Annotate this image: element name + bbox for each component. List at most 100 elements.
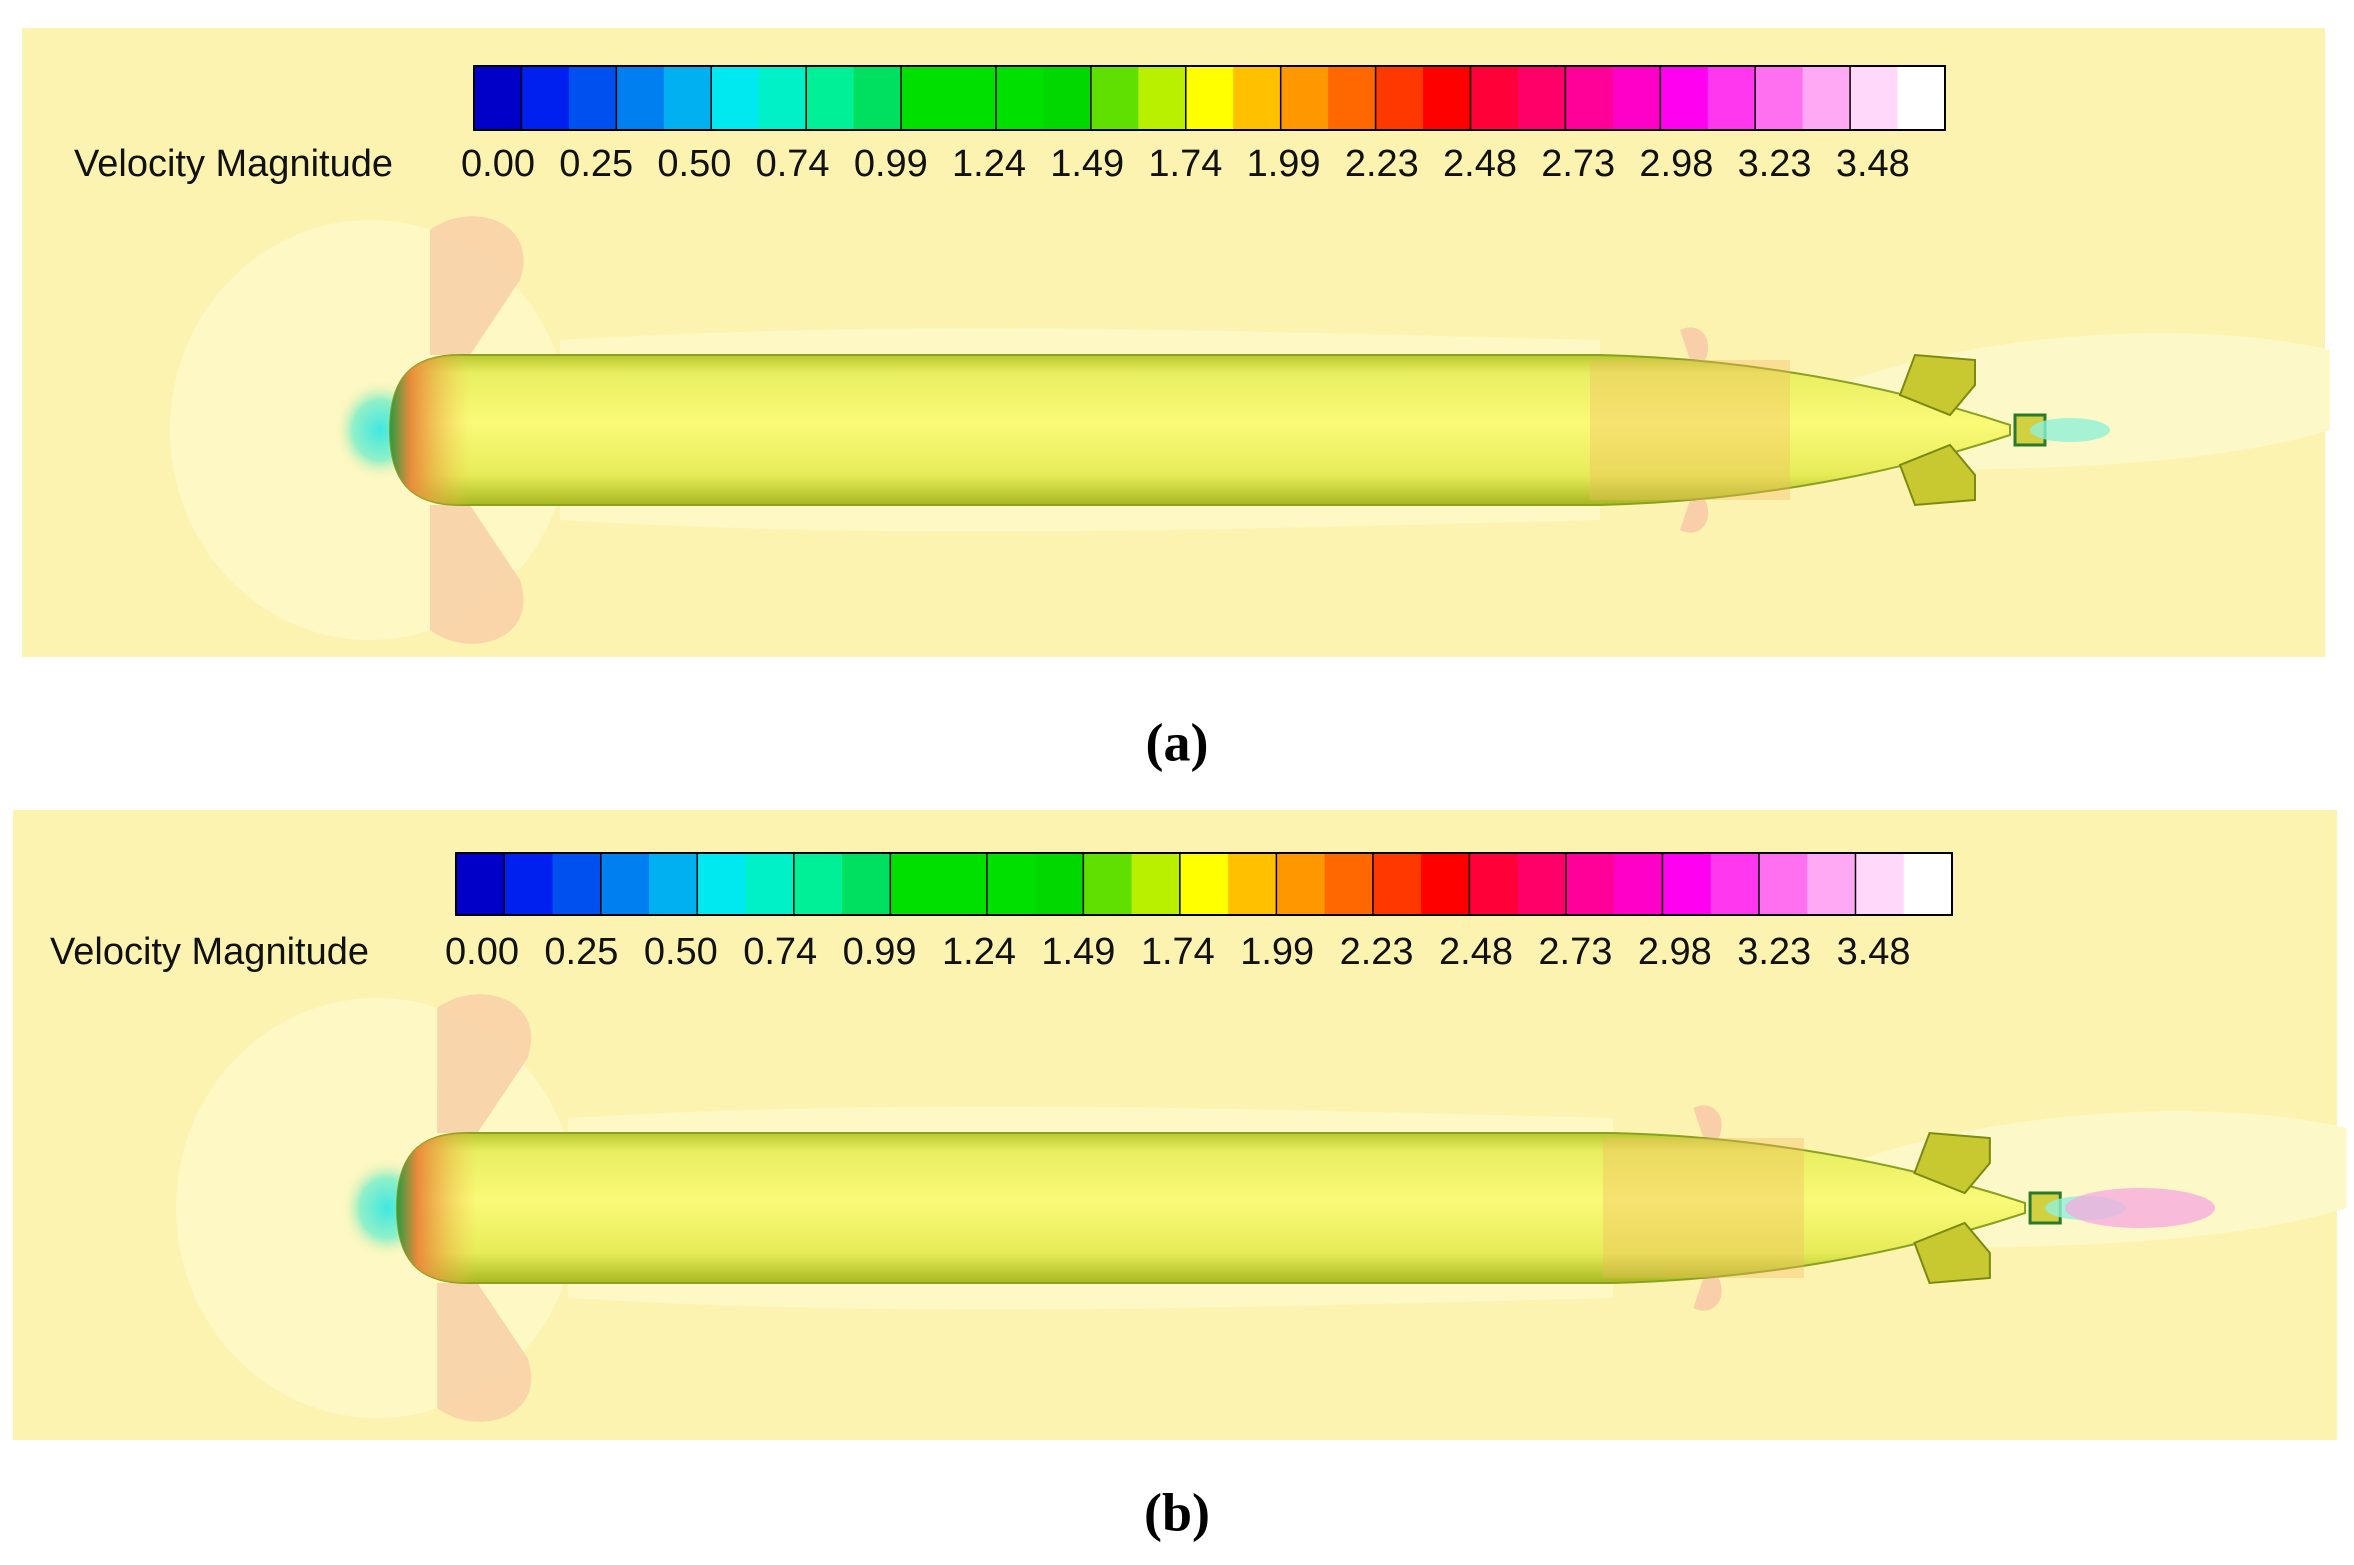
colorbar-segment (697, 853, 747, 915)
legend-label: 0.25 (544, 931, 618, 973)
legend-label: 1.24 (952, 143, 1026, 185)
colorbar-segment (842, 853, 891, 915)
legend-label: 2.98 (1639, 143, 1713, 185)
colorbar-segment (1083, 853, 1133, 915)
legend-label: 1.74 (1141, 931, 1215, 973)
colorbar-segment (1855, 853, 1905, 915)
colorbar-segment (1328, 66, 1377, 130)
colorbar-segment (948, 66, 997, 130)
colorbar-segment (568, 66, 617, 130)
colorbar-segment (456, 853, 505, 915)
colorbar-segment (1660, 66, 1709, 130)
colorbar-segment (1758, 853, 1808, 915)
legend-label: 1.49 (1050, 143, 1124, 185)
colorbar-segment (474, 66, 522, 130)
colorbar-segment (1131, 853, 1181, 915)
colorbar-segment (1228, 853, 1277, 915)
colorbar-segment (616, 66, 665, 130)
colorbar-segment (1470, 66, 1519, 130)
colorbar-segment (1710, 853, 1760, 915)
colorbar-segment (504, 853, 554, 915)
legend-label: 2.23 (1345, 143, 1419, 185)
legend-label: 1.49 (1041, 931, 1115, 973)
legend-label: 0.25 (559, 143, 633, 185)
colorbar-segment (901, 66, 950, 130)
caption: (b) (1144, 1482, 1210, 1542)
colorbar-segment (890, 853, 940, 915)
legend-title: Velocity Magnitude (50, 931, 369, 973)
colorbar-segment (552, 853, 602, 915)
legend-label: 0.00 (445, 931, 519, 973)
legend-label: 0.50 (644, 931, 718, 973)
legend-label: 0.99 (854, 143, 928, 185)
colorbar-segment (1375, 66, 1424, 130)
colorbar-segment (663, 66, 712, 130)
legend-label: 0.99 (843, 931, 917, 973)
colorbar-segment (1276, 853, 1326, 915)
colorbar-segment (1324, 853, 1374, 915)
legend-label: 1.99 (1247, 143, 1321, 185)
colorbar-segment (758, 66, 807, 130)
colorbar-segment (1469, 853, 1519, 915)
colorbar-segment (1280, 66, 1329, 130)
legend-label: 2.48 (1439, 931, 1513, 973)
colorbar-segment (649, 853, 698, 915)
colorbar-segment (1662, 853, 1712, 915)
legend-label: 3.23 (1737, 931, 1811, 973)
colorbar-segment (1179, 853, 1229, 915)
colorbar-segment (1897, 66, 1946, 130)
colorbar-segment (1035, 853, 1084, 915)
legend-label: 2.73 (1538, 931, 1612, 973)
colorbar-segment (1802, 66, 1851, 130)
caption: (a) (1146, 712, 1209, 772)
colorbar-segment (1755, 66, 1804, 130)
colorbar-segment (793, 853, 843, 915)
colorbar-segment (853, 66, 902, 130)
colorbar-segment (1138, 66, 1187, 130)
colorbar-segment (1707, 66, 1756, 130)
legend-label: 0.50 (657, 143, 731, 185)
legend-label: 0.74 (756, 143, 830, 185)
legend-label: 3.48 (1837, 931, 1911, 973)
legend-label: 0.00 (461, 143, 535, 185)
legend-label: 2.98 (1638, 931, 1712, 973)
colorbar-frame (473, 65, 1946, 131)
colorbar-segment (806, 66, 855, 130)
colorbar-segment (1614, 853, 1663, 915)
colorbar-segment (711, 66, 760, 130)
colorbar-segment (745, 853, 795, 915)
legend-label: 1.99 (1240, 931, 1314, 973)
wake-jet-b (2065, 1188, 2215, 1228)
legend-label: 1.24 (942, 931, 1016, 973)
colorbar-segment (521, 66, 570, 130)
colorbar-segment (1517, 66, 1566, 130)
colorbar-segment (995, 66, 1044, 130)
legend-label: 1.74 (1148, 143, 1222, 185)
colorbar-segment (1565, 66, 1614, 130)
legend-label: 3.48 (1836, 143, 1910, 185)
colorbar-segment (600, 853, 650, 915)
colorbar-segment (1850, 66, 1899, 130)
legend-label: 2.48 (1443, 143, 1517, 185)
legend-label: 0.74 (743, 931, 817, 973)
colorbar-segment (1565, 853, 1615, 915)
colorbar-segment (1233, 66, 1282, 130)
colorbar-segment (1903, 853, 1953, 915)
colorbar-segment (1423, 66, 1471, 130)
colorbar-segment (1372, 853, 1422, 915)
colorbar-segment (986, 853, 1036, 915)
colorbar-segment (938, 853, 988, 915)
legend-label: 2.23 (1340, 931, 1414, 973)
colorbar-segment (1612, 66, 1661, 130)
colorbar-segment (1421, 853, 1470, 915)
colorbar-segment (1807, 853, 1856, 915)
legend-label: 3.23 (1738, 143, 1812, 185)
colorbar-segment (1090, 66, 1139, 130)
colorbar-segment (1517, 853, 1567, 915)
colorbar-frame (455, 852, 1953, 916)
legend-title: Velocity Magnitude (74, 143, 393, 185)
colorbar-segment (1043, 66, 1092, 130)
legend-label: 2.73 (1541, 143, 1615, 185)
